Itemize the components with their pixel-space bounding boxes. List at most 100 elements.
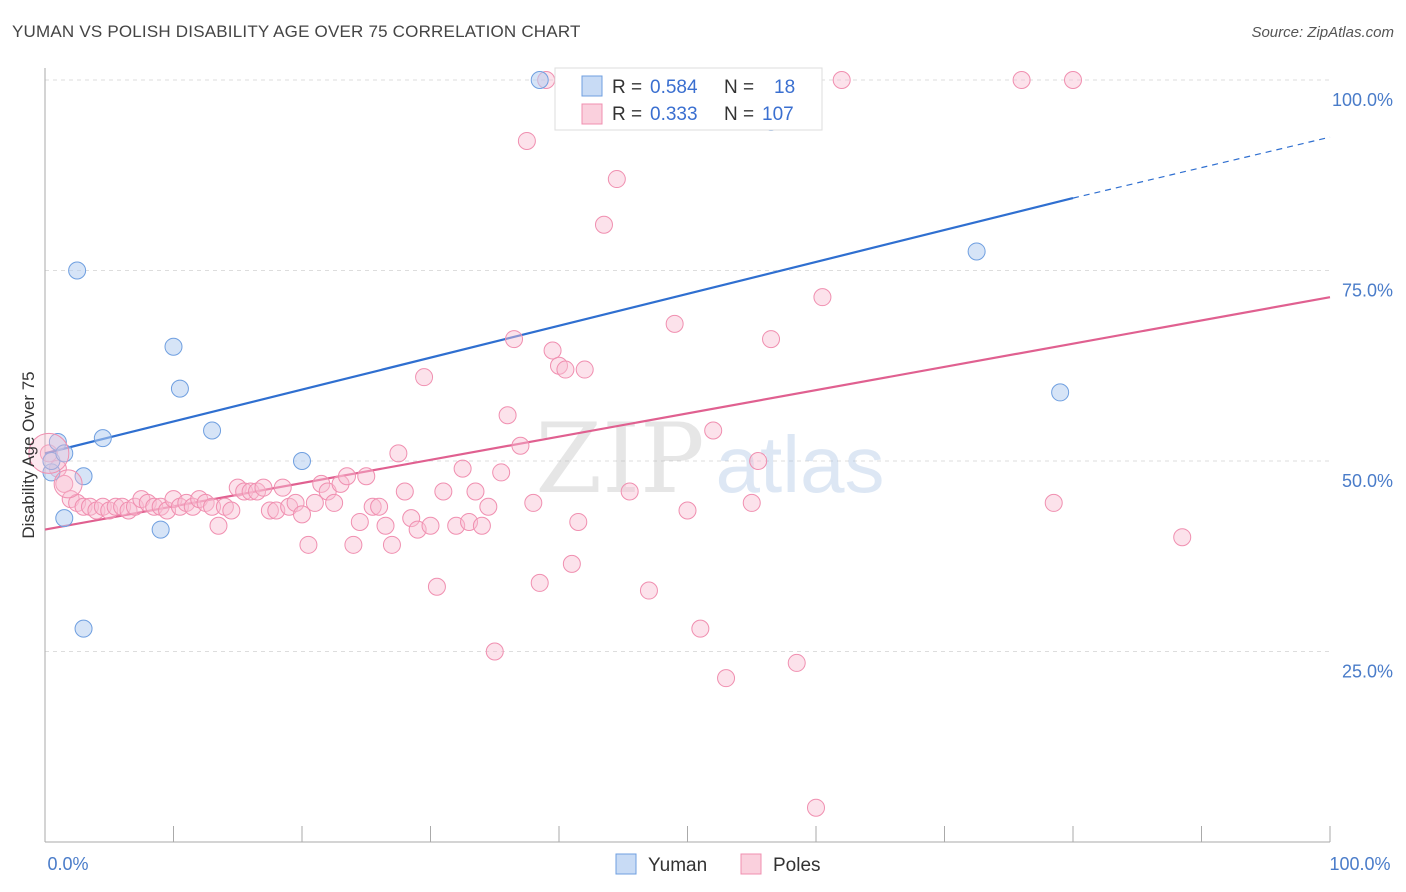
- legend-yuman-n-value: 18: [774, 77, 795, 98]
- poles-cluster-point: [53, 469, 83, 499]
- poles-point: [498, 406, 517, 425]
- poles-point: [370, 497, 389, 516]
- poles-point: [787, 653, 806, 672]
- poles-point: [1012, 71, 1031, 89]
- poles-point: [389, 444, 408, 463]
- poles-point: [511, 436, 530, 455]
- poles-point: [299, 535, 318, 554]
- watermark-atlas: atlas: [716, 420, 885, 509]
- chart-title: YUMAN VS POLISH DISABILITY AGE OVER 75 C…: [12, 22, 581, 41]
- legend-poles-n-value: 107: [762, 104, 794, 125]
- legend-yuman-r-value: 0.584: [650, 77, 698, 98]
- poles-point: [1173, 528, 1192, 547]
- legend-swatch-poles: [581, 103, 603, 125]
- poles-point: [350, 512, 369, 531]
- poles-point: [1064, 71, 1082, 89]
- poles-point: [607, 170, 626, 189]
- legend-poles-r-label: R =: [612, 104, 642, 125]
- yuman-point: [74, 619, 93, 638]
- yuman-point: [530, 71, 549, 89]
- poles-point: [594, 215, 613, 234]
- bottom-legend: Yuman Poles: [615, 853, 821, 876]
- poles-point: [813, 288, 832, 307]
- poles-cluster-point: [28, 432, 70, 474]
- legend-poles-n-label: N =: [724, 104, 754, 125]
- poles-point: [395, 482, 414, 501]
- poles-point: [427, 577, 446, 596]
- poles-point: [286, 493, 305, 512]
- poles-point: [562, 554, 581, 573]
- poles-point: [742, 493, 761, 512]
- poles-point: [331, 474, 350, 493]
- poles-point: [209, 516, 228, 535]
- legend: R = 0.584 N = 18 R = 0.333 N = 107: [554, 67, 823, 131]
- poles-point: [363, 497, 382, 516]
- poles-point: [749, 452, 768, 470]
- yuman-trend-extension: [1072, 136, 1331, 199]
- bottom-legend-yuman: Yuman: [648, 855, 707, 876]
- poles-point: [556, 360, 575, 379]
- poles-point: [254, 478, 273, 497]
- bottom-legend-swatch-yuman: [615, 853, 637, 875]
- grid-lines: [45, 79, 1330, 652]
- y-tick-label-50: 50.0%: [1342, 471, 1393, 491]
- watermark: ZIP atlas: [535, 403, 884, 515]
- yuman-point: [1051, 383, 1070, 402]
- poles-point: [620, 482, 639, 501]
- yuman-point: [203, 421, 222, 440]
- bottom-legend-poles: Poles: [773, 855, 821, 876]
- y-tick-labels: 25.0% 50.0% 75.0% 100.0%: [1332, 90, 1393, 682]
- poles-point: [505, 330, 524, 349]
- poles-point: [807, 798, 825, 817]
- poles-point: [344, 535, 363, 554]
- y-axis-label: Disability Age Over 75: [19, 371, 38, 538]
- legend-swatch-yuman: [581, 75, 603, 97]
- poles-point: [524, 493, 543, 512]
- data-points: [28, 71, 1192, 817]
- poles-point: [639, 581, 658, 600]
- poles-point: [222, 501, 241, 520]
- source-label: Source: ZipAtlas.com: [1251, 24, 1394, 41]
- poles-point: [293, 505, 311, 524]
- poles-point: [55, 474, 74, 493]
- poles-point: [575, 360, 594, 379]
- poles-point: [678, 501, 697, 520]
- poles-point: [665, 314, 684, 333]
- poles-point: [312, 474, 331, 493]
- poles-point: [305, 493, 324, 512]
- yuman-point: [74, 467, 93, 486]
- poles-point: [479, 497, 498, 516]
- y-tick-label-75: 75.0%: [1342, 281, 1393, 301]
- poles-point: [203, 497, 222, 516]
- legend-yuman-n-label: N =: [724, 77, 754, 98]
- poles-point: [415, 368, 434, 387]
- poles-point: [832, 71, 851, 89]
- poles-point: [260, 501, 279, 520]
- yuman-trend-line: [44, 197, 1074, 455]
- yuman-point: [170, 379, 189, 398]
- poles-point: [357, 467, 376, 486]
- poles-point: [235, 482, 254, 501]
- poles-point: [1044, 493, 1063, 512]
- x-tick-label-min: 0.0%: [47, 854, 88, 874]
- poles-point: [517, 131, 536, 150]
- poles-point: [530, 573, 549, 592]
- poles-point: [472, 516, 491, 535]
- poles-point: [543, 341, 562, 360]
- poles-point: [434, 482, 453, 501]
- yuman-point: [151, 520, 170, 539]
- poles-point: [337, 467, 356, 486]
- watermark-zip: ZIP: [535, 403, 704, 515]
- poles-point: [492, 463, 511, 482]
- poles-point: [402, 509, 421, 528]
- poles-point: [325, 493, 344, 512]
- yuman-point: [93, 429, 112, 448]
- poles-point: [762, 330, 781, 349]
- poles-point: [485, 642, 504, 661]
- poles-point: [421, 516, 440, 535]
- bottom-legend-swatch-poles: [740, 853, 762, 875]
- y-tick-label-25: 25.0%: [1342, 662, 1393, 682]
- poles-point: [382, 535, 401, 554]
- poles-point: [691, 619, 710, 638]
